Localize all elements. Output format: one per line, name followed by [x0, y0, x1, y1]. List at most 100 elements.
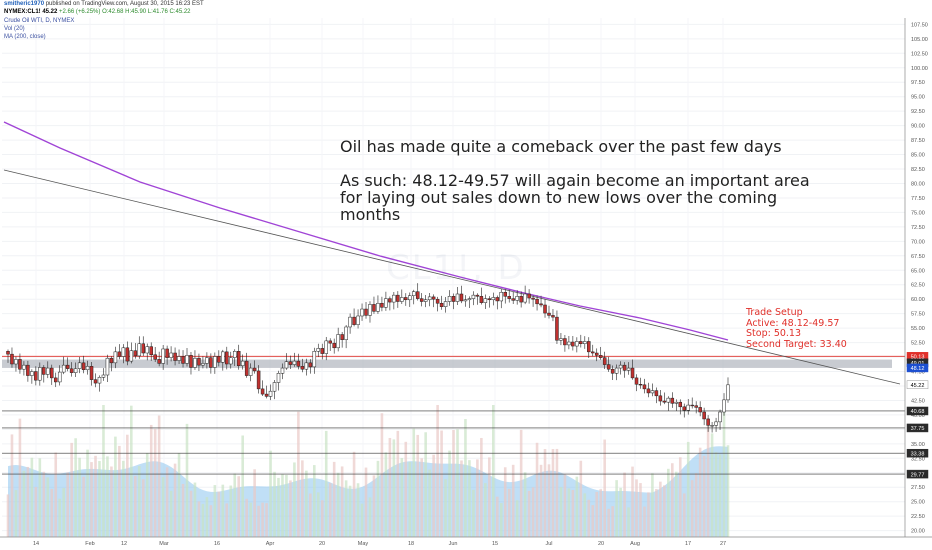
candle-body — [308, 362, 313, 368]
candle-body — [555, 316, 559, 341]
volume-bar — [106, 456, 109, 537]
y-tick-label: 60.00 — [911, 297, 925, 303]
candle-body — [487, 298, 492, 301]
volume-bar — [30, 457, 34, 537]
candle-body — [276, 373, 281, 383]
x-tick-label: 14 — [33, 541, 39, 547]
chart-axes: 107.50 105.00 102.50 100.00 97.50 95.00 92.50 9… — [0, 18, 932, 547]
volume-bar — [686, 441, 690, 537]
y-tick-label: 92.50 — [911, 109, 925, 115]
volume-bar — [82, 476, 85, 537]
candle-body — [400, 297, 404, 302]
y-tick-label: 72.50 — [911, 225, 925, 231]
legend-main[interactable]: Crude Oil WTI, D, NYMEX — [4, 18, 75, 24]
legend-ma[interactable]: MA (200, close) — [4, 34, 46, 40]
volume-bar — [78, 457, 81, 537]
volume-bar — [324, 430, 328, 537]
candlesticks — [6, 283, 730, 433]
candle-body — [340, 334, 344, 340]
volume-bar — [14, 490, 18, 537]
candle-body — [145, 346, 149, 354]
volume-bar — [420, 458, 424, 537]
candle-body — [201, 363, 205, 366]
volume-bar — [336, 472, 340, 537]
volume-bar — [50, 488, 54, 537]
candle-body — [467, 298, 472, 301]
annotation-headline: Oil has made quite a comeback over the p… — [340, 137, 782, 156]
candle-body — [543, 304, 547, 314]
volume-bar — [265, 503, 268, 537]
candle-body — [523, 293, 527, 303]
price-marker-box — [906, 469, 929, 479]
volume-bar — [177, 453, 181, 537]
volume-bar — [507, 488, 511, 537]
candle-body — [57, 371, 62, 383]
volume-bar — [400, 458, 404, 537]
volume-bar — [571, 489, 575, 537]
y-tick-label: 87.50 — [911, 138, 925, 144]
symbol-watermark: CL1!, D — [386, 248, 526, 288]
volume-bar — [261, 502, 264, 537]
trend-lines — [3, 121, 901, 385]
symbol-name[interactable]: NYMEX:CL1! — [4, 9, 41, 15]
volume-bar — [137, 466, 141, 537]
volume-bar — [312, 465, 316, 537]
candle-body — [654, 390, 659, 397]
y-tick-label: 20.00 — [911, 529, 925, 535]
candle-body — [507, 296, 511, 299]
volume-bar — [86, 449, 89, 537]
candle-body — [42, 367, 46, 375]
y-tick-label: 95.00 — [911, 95, 925, 101]
volume-bar — [364, 467, 368, 537]
candle-body — [316, 348, 321, 352]
volume-bar — [583, 493, 587, 537]
candle-body — [280, 367, 285, 374]
candle-body — [256, 370, 261, 390]
volume-bar — [663, 485, 666, 537]
candle-body — [706, 418, 710, 426]
author-name[interactable]: smitheric1970 — [4, 1, 45, 7]
candle-body — [14, 359, 18, 365]
volume-bar — [133, 475, 137, 537]
candle-body — [447, 296, 452, 302]
y-tick-label: 90.00 — [911, 124, 925, 130]
volume-bar — [380, 413, 384, 537]
candle-body — [300, 366, 305, 370]
candle-body — [292, 360, 297, 365]
volume-bar — [499, 503, 503, 537]
volume-bar — [706, 418, 710, 537]
candle-body — [101, 374, 106, 378]
volume-bar — [651, 473, 654, 537]
candle-body — [690, 404, 694, 407]
volume-bar — [619, 487, 622, 537]
volume-bar — [436, 405, 439, 537]
candle-body — [388, 298, 392, 303]
candle-body — [634, 377, 639, 385]
volume-bar — [372, 475, 376, 537]
candle-body — [563, 338, 567, 346]
volume-bar — [145, 453, 149, 537]
candle-body — [177, 356, 181, 361]
candle-body — [718, 411, 722, 423]
volume-bar — [492, 405, 495, 537]
candle-body — [89, 366, 94, 380]
volume-bar — [639, 483, 642, 537]
legend-volume[interactable]: Vol (20) — [4, 26, 25, 32]
high-price: H:45.90 — [125, 9, 147, 15]
candle-body — [404, 297, 408, 301]
volume-bar — [659, 481, 662, 537]
volume-bar — [153, 428, 157, 537]
volume-bar — [428, 469, 431, 537]
candle-body — [491, 297, 496, 301]
volume-bar — [209, 505, 213, 537]
volume-bar — [647, 492, 650, 537]
downtrend-line — [3, 169, 901, 385]
volume-bar — [579, 460, 583, 537]
candle-body — [320, 348, 325, 354]
annotation-body: As such: 48.12-49.57 will again become a… — [340, 171, 810, 224]
candle-body — [587, 341, 591, 353]
moving-average-200-line — [3, 121, 729, 341]
x-tick-label: 16 — [214, 541, 220, 547]
price-marker-label: 33.38 — [911, 451, 925, 457]
